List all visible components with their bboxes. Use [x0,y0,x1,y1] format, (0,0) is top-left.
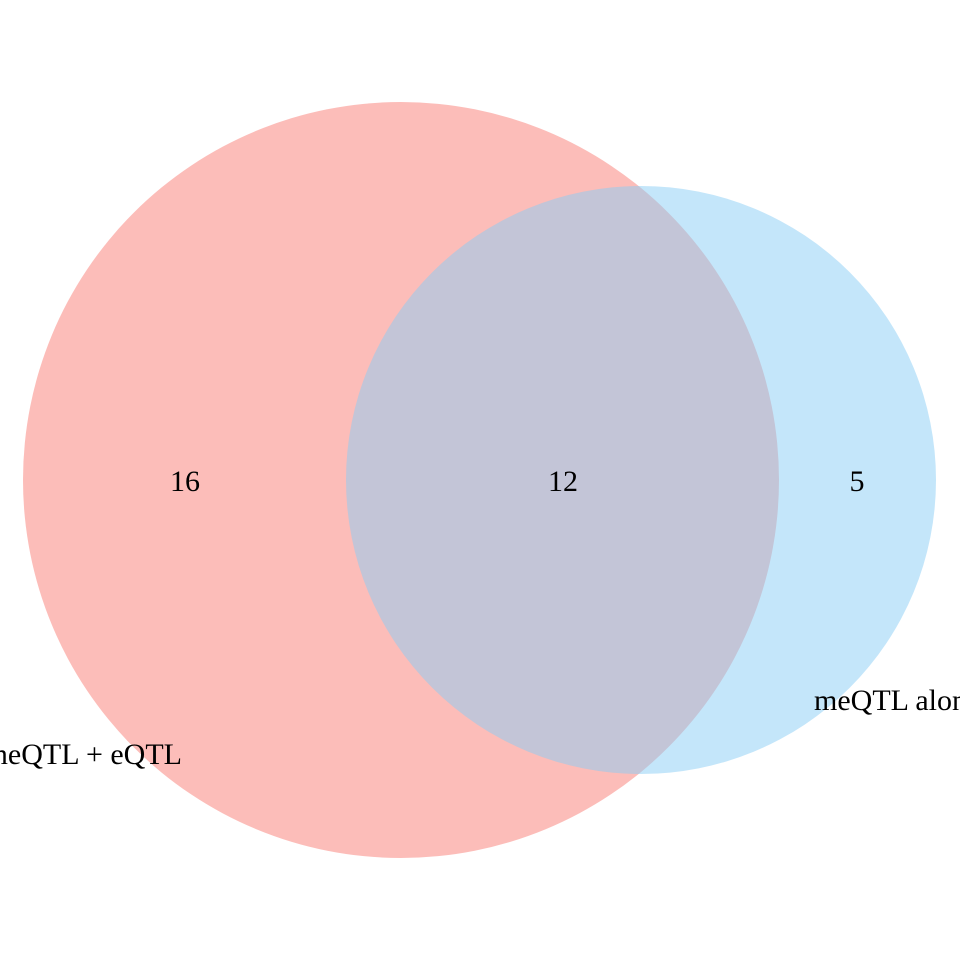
set-circle-meqtl-alone [346,186,936,774]
venn-set-shapes [23,102,936,858]
venn-counts: 16 12 5 [170,465,865,498]
set-label-meqtl-alone: meQTL alone [814,684,960,717]
count-meqtl-eqtl-only: 16 [170,465,200,498]
count-meqtl-alone-only: 5 [850,465,865,498]
venn-set-labels: meQTL + eQTL meQTL alone [0,684,960,771]
set-label-meqtl-eqtl: meQTL + eQTL [0,738,182,771]
count-intersection: 12 [548,465,578,498]
